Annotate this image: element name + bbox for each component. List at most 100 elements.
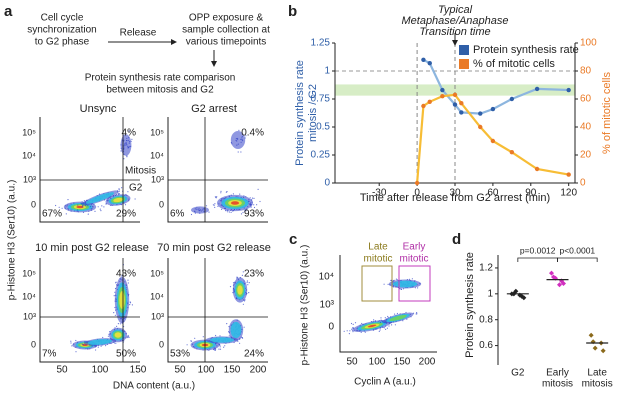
significance-bracket xyxy=(557,257,598,262)
event-dot xyxy=(127,191,129,193)
y-tick-label: 10⁴ xyxy=(22,291,36,301)
density-contour xyxy=(230,321,242,339)
x-tick-label: 120 xyxy=(560,188,577,199)
y-tick-label: 0.75 xyxy=(311,94,331,105)
axis xyxy=(167,258,268,363)
event-dot xyxy=(402,288,405,290)
axis xyxy=(39,117,140,223)
event-dot xyxy=(113,295,115,297)
y-tick-label: 10³ xyxy=(151,311,164,321)
data-point xyxy=(561,280,566,286)
density-contour xyxy=(237,285,243,295)
y-tick-label: 0 xyxy=(324,178,330,189)
event-dot xyxy=(383,327,385,329)
event-dot xyxy=(253,204,255,206)
event-dot xyxy=(224,345,226,347)
legend-swatch xyxy=(459,59,469,69)
quadrant-percent: 23% xyxy=(244,269,264,280)
event-dot xyxy=(87,213,89,215)
event-dot xyxy=(416,312,418,314)
y2-tick-label: 40 xyxy=(580,122,592,133)
density-contour xyxy=(231,201,239,205)
data-point xyxy=(478,111,483,116)
data-point xyxy=(600,348,606,354)
event-dot xyxy=(364,331,366,333)
event-dot xyxy=(103,206,105,208)
event-dot xyxy=(217,205,219,207)
scheme-step: OPP exposure & xyxy=(189,13,264,24)
event-dot xyxy=(243,326,245,328)
x-tick-label: 150 xyxy=(130,365,147,376)
event-dot xyxy=(248,282,250,284)
event-dot xyxy=(105,345,107,347)
event-dot xyxy=(241,337,244,339)
event-dot xyxy=(379,329,381,331)
x-tick-label: 0 xyxy=(414,188,420,199)
y-tick-label: 10³ xyxy=(23,174,36,184)
data-point xyxy=(427,99,432,105)
event-dot xyxy=(202,336,204,338)
event-dot xyxy=(114,342,116,344)
event-dot xyxy=(71,345,73,347)
event-dot xyxy=(379,321,381,323)
event-dot xyxy=(127,334,129,337)
event-dot xyxy=(100,345,102,347)
event-dot xyxy=(97,206,99,208)
density-contour xyxy=(119,291,125,309)
event-dot xyxy=(213,204,215,206)
event-dot xyxy=(219,348,222,350)
event-dot xyxy=(218,348,220,350)
event-dot xyxy=(113,312,115,314)
x-tick-label: mitosis xyxy=(582,379,613,390)
event-dot xyxy=(388,325,390,327)
plot-title: Unsync xyxy=(80,103,117,115)
gate-box xyxy=(361,265,393,302)
chart-title: Metaphase/Anaphase xyxy=(401,15,508,27)
band xyxy=(335,84,575,96)
y-tick-label: 10⁵ xyxy=(150,268,164,278)
density-contour xyxy=(230,131,246,149)
data-point xyxy=(566,172,571,177)
event-dot xyxy=(253,197,255,199)
y-axis-label: Protein synthesis rate xyxy=(294,60,306,166)
data-point xyxy=(421,103,426,109)
y-tick-label: 0.6 xyxy=(479,340,493,351)
quadrant-percent: 4% xyxy=(122,128,137,139)
density-contour xyxy=(367,324,377,328)
x-tick-label: 100 xyxy=(92,365,109,376)
y2-tick-label: 20 xyxy=(580,150,592,161)
quadrant-percent: 43% xyxy=(116,269,136,280)
data-point xyxy=(521,295,527,301)
y-tick-label: 0 xyxy=(31,339,36,349)
event-dot xyxy=(384,317,386,319)
y2-tick-label: 100 xyxy=(580,38,597,49)
y-tick-label: 1 xyxy=(324,66,330,77)
x-tick-label: 200 xyxy=(250,365,267,376)
event-dot xyxy=(221,208,223,210)
x-tick-label: G2 xyxy=(511,368,525,379)
x-axis-label: DNA content (a.u.) xyxy=(113,381,195,392)
quadrant-percent: 93% xyxy=(244,209,264,220)
scheme-step: various timepoints xyxy=(186,37,267,48)
quadrant-percent: 0.4% xyxy=(241,128,264,139)
event-dot xyxy=(391,324,393,326)
event-dot xyxy=(387,315,389,318)
event-dot xyxy=(102,336,104,339)
event-dot xyxy=(55,204,57,207)
x-tick-label: Late xyxy=(587,368,607,379)
event-dot xyxy=(244,209,247,211)
y2-tick-label: 60 xyxy=(580,94,592,105)
y-tick-label: 10⁵ xyxy=(22,268,36,278)
y-tick-label: 10³ xyxy=(320,300,335,311)
x-tick-label: 150 xyxy=(394,357,411,368)
gate-label: Late xyxy=(368,242,388,253)
event-dot xyxy=(99,208,101,210)
density-contour xyxy=(191,206,209,214)
event-dot xyxy=(205,205,208,207)
y-tick-label: 10⁵ xyxy=(150,127,164,137)
data-point xyxy=(592,345,598,351)
gate-label: Early xyxy=(403,242,426,253)
event-dot xyxy=(394,313,396,315)
event-dot xyxy=(246,280,248,282)
